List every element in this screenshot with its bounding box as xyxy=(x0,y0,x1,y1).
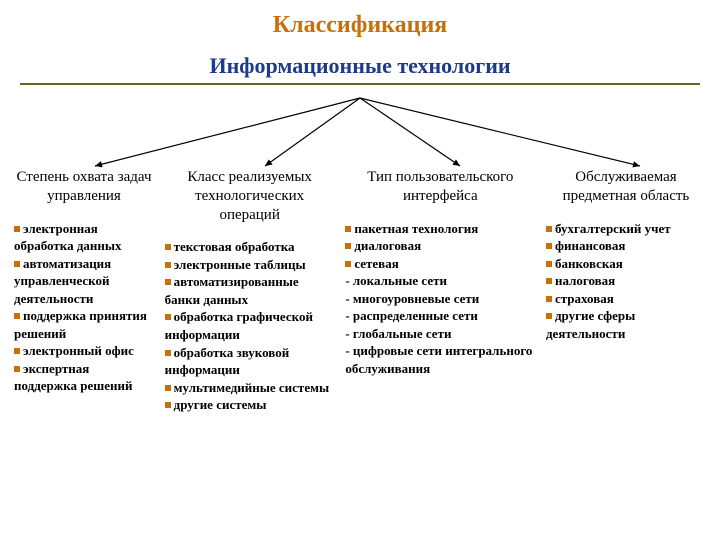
square-bullet-icon xyxy=(546,226,552,232)
square-bullet-icon xyxy=(165,385,171,391)
square-bullet-icon xyxy=(165,244,171,250)
square-bullet-icon xyxy=(345,226,351,232)
bullet-item: текстовая обработка xyxy=(165,238,335,256)
column: Тип пользовательского интерфейса пакетная… xyxy=(345,168,535,414)
square-bullet-icon xyxy=(14,313,20,319)
column-items: бухгалтерский учет финансовая банковская на… xyxy=(546,220,706,343)
bullet-item: другие системы xyxy=(165,396,335,414)
square-bullet-icon xyxy=(546,296,552,302)
item-text: сетевая xyxy=(354,256,398,271)
square-bullet-icon xyxy=(546,261,552,267)
item-text: электронный офис xyxy=(23,343,134,358)
bullet-item: диалоговая xyxy=(345,237,535,255)
item-text: электронные таблицы xyxy=(174,257,306,272)
column-heading: Степень охвата задач управления xyxy=(14,168,154,206)
square-bullet-icon xyxy=(14,226,20,232)
bullet-item: страховая xyxy=(546,290,706,308)
column-items: пакетная технология диалоговая сетевая- ло… xyxy=(345,220,535,378)
bullet-item: другие сферы деятельности xyxy=(546,307,706,342)
square-bullet-icon xyxy=(546,313,552,319)
bullet-item: банковская xyxy=(546,255,706,273)
item-text: автоматизированные банки данных xyxy=(165,274,299,307)
sub-item: - распределенные сети xyxy=(345,307,535,325)
bullet-item: автоматизация управленческой деятельност… xyxy=(14,255,154,308)
item-text: автоматизация управленческой деятельност… xyxy=(14,256,111,306)
main-title: Классификация xyxy=(0,0,720,39)
bullet-item: экспертная поддержка решений xyxy=(14,360,154,395)
square-bullet-icon xyxy=(546,243,552,249)
bullet-item: бухгалтерский учет xyxy=(546,220,706,238)
square-bullet-icon xyxy=(345,261,351,267)
item-text: обработка графической информации xyxy=(165,309,313,342)
square-bullet-icon xyxy=(14,366,20,372)
bullet-item: сетевая xyxy=(345,255,535,273)
bullet-item: обработка звуковой информации xyxy=(165,344,335,379)
bullet-item: электронные таблицы xyxy=(165,256,335,274)
item-text: экспертная поддержка решений xyxy=(14,361,132,394)
bullet-item: электронный офис xyxy=(14,342,154,360)
item-text: другие сферы деятельности xyxy=(546,308,635,341)
columns-container: Степень охвата задач управления электронн… xyxy=(0,168,720,414)
bullet-item: финансовая xyxy=(546,237,706,255)
item-text: страховая xyxy=(555,291,614,306)
column-heading: Тип пользовательского интерфейса xyxy=(345,168,535,206)
item-text: текстовая обработка xyxy=(174,239,295,254)
item-text: налоговая xyxy=(555,273,615,288)
bullet-item: налоговая xyxy=(546,272,706,290)
bullet-item: поддержка принятия решений xyxy=(14,307,154,342)
divider xyxy=(20,83,700,85)
subtitle: Информационные технологии xyxy=(0,39,720,83)
column-heading: Класс реализуемых технологических операц… xyxy=(165,168,335,224)
item-text: обработка звуковой информации xyxy=(165,345,290,378)
square-bullet-icon xyxy=(165,402,171,408)
column: Класс реализуемых технологических операц… xyxy=(165,168,335,414)
item-text: бухгалтерский учет xyxy=(555,221,671,236)
bullet-item: электронная обработка данных xyxy=(14,220,154,255)
sub-item: - локальные сети xyxy=(345,272,535,290)
column-heading: Обслуживаемая предметная область xyxy=(546,168,706,206)
bullet-item: автоматизированные банки данных xyxy=(165,273,335,308)
item-text: электронная обработка данных xyxy=(14,221,122,254)
item-text: банковская xyxy=(555,256,623,271)
column-items: электронная обработка данныхавтоматизаци… xyxy=(14,220,154,395)
bullet-item: пакетная технология xyxy=(345,220,535,238)
bullet-item: мультимедийные системы xyxy=(165,379,335,397)
item-text: диалоговая xyxy=(354,238,421,253)
item-text: финансовая xyxy=(555,238,625,253)
square-bullet-icon xyxy=(165,314,171,320)
square-bullet-icon xyxy=(345,243,351,249)
sub-item: - многоуровневые сети xyxy=(345,290,535,308)
item-text: мультимедийные системы xyxy=(174,380,329,395)
item-text: другие системы xyxy=(174,397,267,412)
square-bullet-icon xyxy=(165,279,171,285)
bullet-item: обработка графической информации xyxy=(165,308,335,343)
item-text: поддержка принятия решений xyxy=(14,308,147,341)
square-bullet-icon xyxy=(165,262,171,268)
square-bullet-icon xyxy=(546,278,552,284)
sub-item: - глобальные сети xyxy=(345,325,535,343)
square-bullet-icon xyxy=(165,350,171,356)
item-text: пакетная технология xyxy=(354,221,478,236)
sub-item: - цифровые сети интегрального обслуживан… xyxy=(345,342,535,377)
square-bullet-icon xyxy=(14,261,20,267)
column: Обслуживаемая предметная область бухгалте… xyxy=(546,168,706,414)
square-bullet-icon xyxy=(14,348,20,354)
column-items: текстовая обработка электронные таблицы ав… xyxy=(165,238,335,413)
column: Степень охвата задач управления электронн… xyxy=(14,168,154,414)
